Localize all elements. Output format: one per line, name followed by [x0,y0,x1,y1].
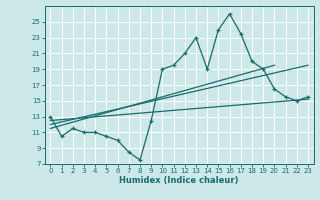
X-axis label: Humidex (Indice chaleur): Humidex (Indice chaleur) [119,176,239,185]
